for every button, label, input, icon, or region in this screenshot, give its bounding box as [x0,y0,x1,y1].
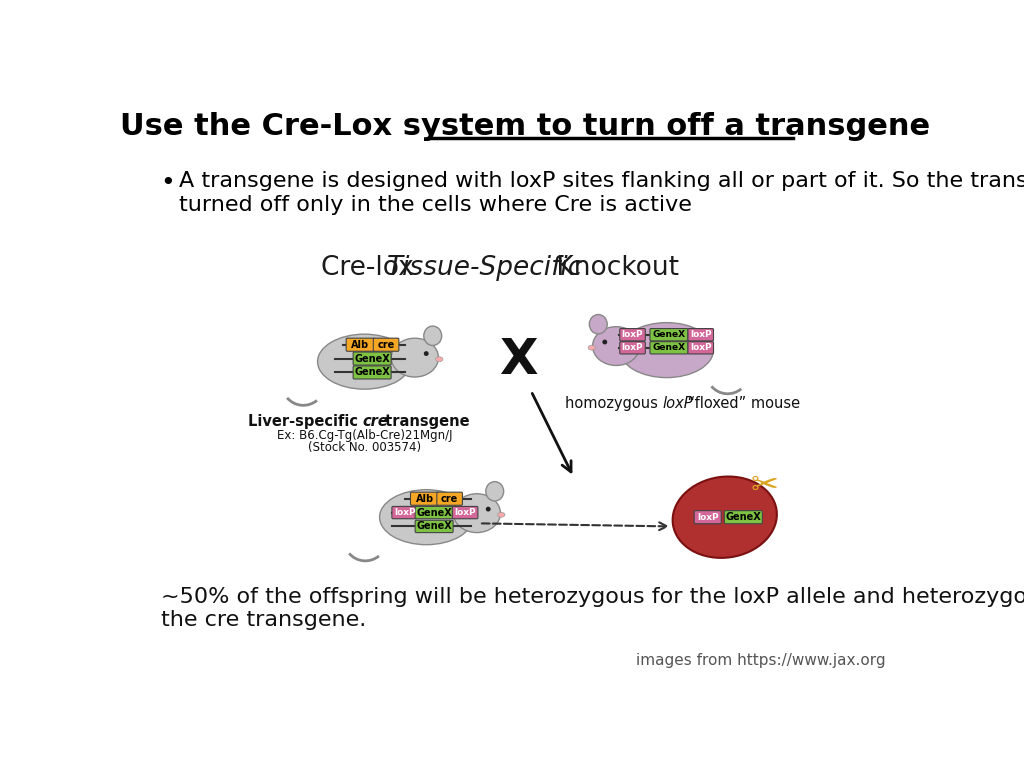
FancyBboxPatch shape [650,342,688,354]
Text: GeneX: GeneX [354,353,390,363]
Text: Cre-lox: Cre-lox [322,255,423,281]
Text: loxP: loxP [622,343,643,353]
Ellipse shape [391,338,438,377]
FancyArrowPatch shape [482,522,667,530]
Circle shape [485,507,490,511]
FancyBboxPatch shape [453,506,478,518]
Text: loxP: loxP [690,343,712,353]
Text: Liver-specific: Liver-specific [248,414,362,429]
Text: “floxed” mouse: “floxed” mouse [683,396,800,412]
FancyBboxPatch shape [415,520,453,532]
Ellipse shape [590,315,607,334]
FancyBboxPatch shape [374,338,399,351]
Text: images from https://www.jax.org: images from https://www.jax.org [636,653,886,668]
Ellipse shape [317,334,412,389]
Text: loxP: loxP [663,396,693,412]
Text: turned off only in the cells where Cre is active: turned off only in the cells where Cre i… [179,195,692,215]
Text: loxP: loxP [455,508,476,517]
Ellipse shape [435,357,443,362]
FancyBboxPatch shape [353,366,391,379]
Text: GeneX: GeneX [416,508,452,518]
FancyBboxPatch shape [411,492,439,505]
Text: cre: cre [378,339,394,349]
FancyBboxPatch shape [724,511,762,524]
Ellipse shape [454,494,501,532]
Ellipse shape [593,326,640,366]
Circle shape [424,351,429,356]
Text: GeneX: GeneX [652,343,685,353]
Ellipse shape [673,476,777,558]
FancyBboxPatch shape [694,511,721,524]
Text: GeneX: GeneX [725,512,761,522]
Text: A transgene is designed with loxP sites flanking all or part of it. So the trans: A transgene is designed with loxP sites … [179,171,1024,191]
Text: Alb: Alb [416,494,434,504]
Ellipse shape [424,326,441,346]
Text: GeneX: GeneX [416,521,452,531]
Text: cre: cre [362,414,388,429]
Text: Ex: B6.Cg-Tg(Alb-Cre)21Mgn/J: Ex: B6.Cg-Tg(Alb-Cre)21Mgn/J [276,429,453,442]
FancyBboxPatch shape [620,342,645,354]
Text: ✂: ✂ [751,468,779,502]
Text: GeneX: GeneX [652,330,685,339]
Ellipse shape [588,346,595,350]
FancyBboxPatch shape [650,329,688,341]
Ellipse shape [620,323,714,378]
Text: Knockout: Knockout [548,255,679,281]
Text: loxP: loxP [394,508,416,517]
FancyArrowPatch shape [532,393,571,472]
FancyBboxPatch shape [620,329,645,341]
Text: GeneX: GeneX [354,367,390,377]
Ellipse shape [380,490,473,545]
FancyBboxPatch shape [415,506,453,518]
Text: (Stock No. 003574): (Stock No. 003574) [308,441,421,454]
FancyBboxPatch shape [688,329,714,341]
FancyBboxPatch shape [346,338,375,351]
Text: loxP: loxP [690,330,712,339]
Text: homozygous: homozygous [565,396,663,412]
Text: ~50% of the offspring will be heterozygous for the loxP allele and heterozygous : ~50% of the offspring will be heterozygo… [161,588,1024,607]
Text: cre: cre [441,494,459,504]
Text: •: • [161,171,175,196]
FancyBboxPatch shape [437,492,463,505]
Text: Tissue-Specific: Tissue-Specific [386,255,583,281]
Text: the cre transgene.: the cre transgene. [161,611,366,631]
FancyBboxPatch shape [688,342,714,354]
Text: Alb: Alb [351,339,370,349]
Circle shape [602,339,607,345]
FancyBboxPatch shape [353,352,391,365]
Text: transgene: transgene [380,414,469,429]
Ellipse shape [485,482,504,501]
Text: X: X [499,336,537,384]
Text: loxP: loxP [622,330,643,339]
FancyBboxPatch shape [392,506,418,518]
Text: loxP: loxP [697,513,719,521]
Text: Use the Cre-Lox system to turn off a transgene: Use the Cre-Lox system to turn off a tra… [120,112,930,141]
Ellipse shape [498,512,505,517]
